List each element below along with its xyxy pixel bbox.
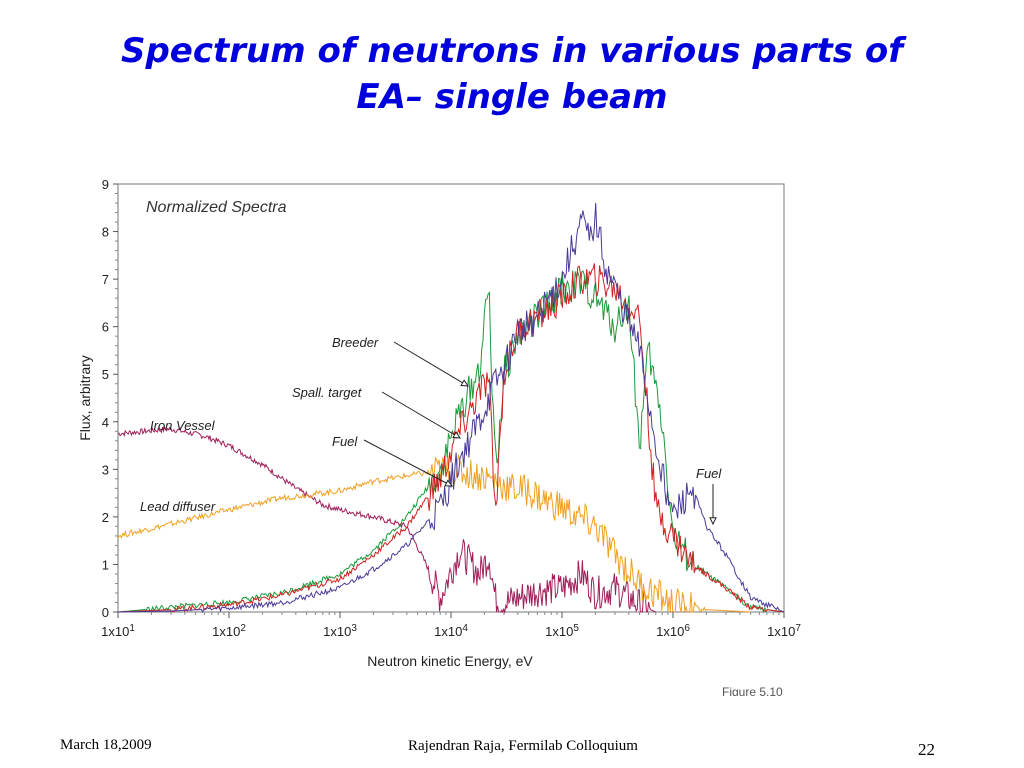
y-tick-label: 5 — [102, 367, 109, 382]
y-tick-label: 7 — [102, 272, 109, 287]
annotation-label: Lead diffuser — [140, 499, 216, 514]
slide-title-line-2: EA– single beam — [356, 77, 668, 117]
footer-page-number: 22 — [918, 740, 935, 759]
x-tick-label: 1x103 — [323, 623, 357, 639]
x-tick-label: 1x104 — [434, 623, 468, 639]
footer-date: March 18,2009 — [60, 737, 152, 753]
annotation-arrow — [363, 439, 453, 487]
series-line-fuel — [118, 202, 785, 614]
y-axis-label: Flux, arbitrary — [77, 355, 93, 441]
annotation-arrow — [393, 341, 469, 387]
annotation-arrow — [381, 391, 461, 439]
y-tick-label: 8 — [102, 225, 109, 240]
y-tick-label: 2 — [102, 510, 109, 525]
x-tick-label: 1x106 — [656, 623, 690, 639]
annotation-arrowhead — [709, 517, 717, 526]
annotation-arrowhead — [460, 379, 469, 387]
x-tick-label: 1x105 — [545, 623, 579, 639]
spectrum-chart: 0 1 2 3 4 5 6 7 8 9 1x101 1x102 1x103 1x104 1x105 1x106… — [77, 177, 801, 699]
x-tick-label: 1x101 — [101, 623, 135, 639]
annotation-label: Iron Vessel — [150, 418, 216, 433]
footer-presenter: Rajendran Raja, Fermilab Colloquium — [408, 738, 638, 754]
series-line-iron-vessel — [117, 425, 657, 614]
series-line-breeder — [117, 269, 785, 614]
annotation-label: Breeder — [332, 335, 379, 350]
x-tick-label: 1x102 — [212, 623, 246, 639]
y-tick-label: 6 — [102, 320, 109, 335]
plot-area — [117, 183, 785, 613]
figure-caption: Figure 5.10 — [722, 685, 783, 696]
annotation-arrowhead — [452, 431, 461, 439]
series-line-spall-target — [117, 263, 785, 613]
annotation-label: Spall. target — [292, 385, 363, 400]
chart-title: Normalized Spectra — [146, 199, 287, 216]
y-tick-label: 4 — [102, 415, 109, 430]
y-tick-label: 9 — [102, 177, 109, 192]
x-axis-label: Neutron kinetic Energy, eV — [367, 653, 533, 669]
y-tick-label: 1 — [102, 557, 109, 572]
chart-container: 0 1 2 3 4 5 6 7 8 9 1x101 1x102 1x103 1x104 1x105 1x106… — [70, 168, 830, 699]
series-line-lead-diffuser — [117, 454, 751, 613]
y-tick-label: 3 — [102, 462, 109, 477]
annotation-label: Fuel — [696, 466, 722, 481]
slide-title: Spectrum of neutrons in various parts of… — [60, 28, 964, 120]
slide-title-line-1: Spectrum of neutrons in various parts of — [120, 31, 904, 71]
y-tick-label: 0 — [102, 605, 109, 620]
annotation-label: Fuel — [332, 434, 358, 449]
annotation-arrowhead — [444, 479, 454, 487]
x-tick-label: 1x107 — [767, 623, 801, 639]
